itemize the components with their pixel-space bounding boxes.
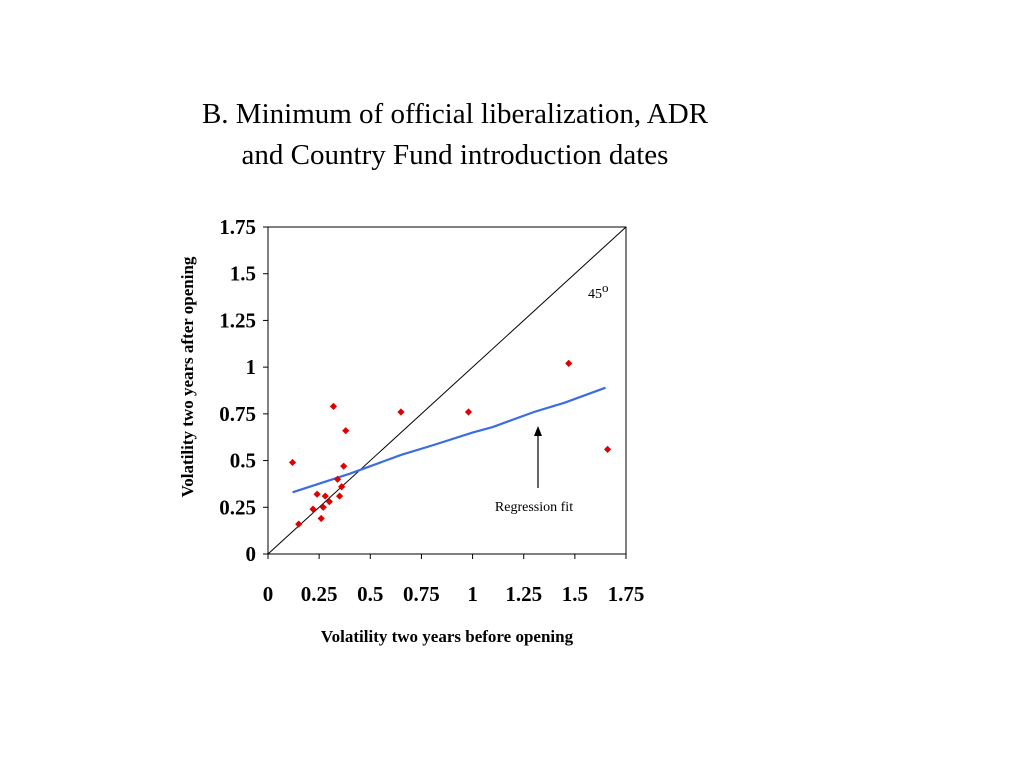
y-axis-label: Volatility two years after opening xyxy=(178,256,197,497)
x-tick-label: 0 xyxy=(263,582,274,606)
x-axis: 0 0.25 0.5 0.75 1 1.25 1.5 1.75 xyxy=(263,554,645,606)
data-point xyxy=(321,492,329,500)
annotation-arrow-head xyxy=(534,426,542,436)
y-axis: 0 0.25 0.5 0.75 1 1.25 1.5 1.75 xyxy=(219,215,268,566)
data-point xyxy=(309,505,317,513)
data-point xyxy=(333,475,342,483)
diagonal-45-line xyxy=(267,226,627,555)
data-point xyxy=(603,445,612,453)
data-point xyxy=(565,359,573,368)
x-tick-label: 1.5 xyxy=(562,582,588,606)
y-tick-label: 0.25 xyxy=(219,495,256,519)
data-point xyxy=(464,408,473,416)
chart-title-line-2: and Country Fund introduction dates xyxy=(241,139,669,171)
angle-label: 45 xyxy=(588,287,602,302)
chart-title-line-1: B. Minimum of official liberalization, A… xyxy=(201,98,709,130)
angle-annotation: 45o xyxy=(588,280,609,302)
y-tick-label: 1.25 xyxy=(219,308,256,332)
data-point xyxy=(340,462,348,470)
data-point xyxy=(342,427,350,435)
y-tick-label: 0.75 xyxy=(219,402,256,426)
x-tick-label: 0.25 xyxy=(301,582,338,606)
data-point xyxy=(288,458,297,467)
data-points xyxy=(288,359,612,528)
y-tick-label: 1 xyxy=(246,355,257,379)
y-tick-label: 0 xyxy=(246,542,257,566)
chart-title: B. Minimum of official liberalization, A… xyxy=(0,94,910,176)
regression-annotation: Regression fit xyxy=(495,500,573,515)
angle-degree-mark: o xyxy=(602,280,609,295)
y-tick-label: 0.5 xyxy=(230,449,256,473)
y-tick-label: 1.75 xyxy=(219,215,256,239)
data-point xyxy=(317,514,325,523)
x-tick-label: 1.75 xyxy=(608,582,645,606)
data-point xyxy=(329,402,338,410)
data-point xyxy=(336,492,344,500)
data-point xyxy=(295,520,303,528)
x-tick-label: 1.25 xyxy=(505,582,542,606)
y-tick-label: 1.5 xyxy=(230,262,256,286)
x-axis-label: Volatility two years before opening xyxy=(321,627,574,646)
x-tick-label: 0.75 xyxy=(403,582,440,606)
data-point xyxy=(397,408,405,416)
data-point xyxy=(338,483,346,491)
x-tick-label: 1 xyxy=(467,582,478,606)
regression-fit-line xyxy=(292,386,606,494)
data-point xyxy=(325,498,333,506)
data-point xyxy=(313,490,321,498)
data-point xyxy=(319,503,327,511)
x-tick-label: 0.5 xyxy=(357,582,383,606)
plot-area xyxy=(267,226,627,555)
